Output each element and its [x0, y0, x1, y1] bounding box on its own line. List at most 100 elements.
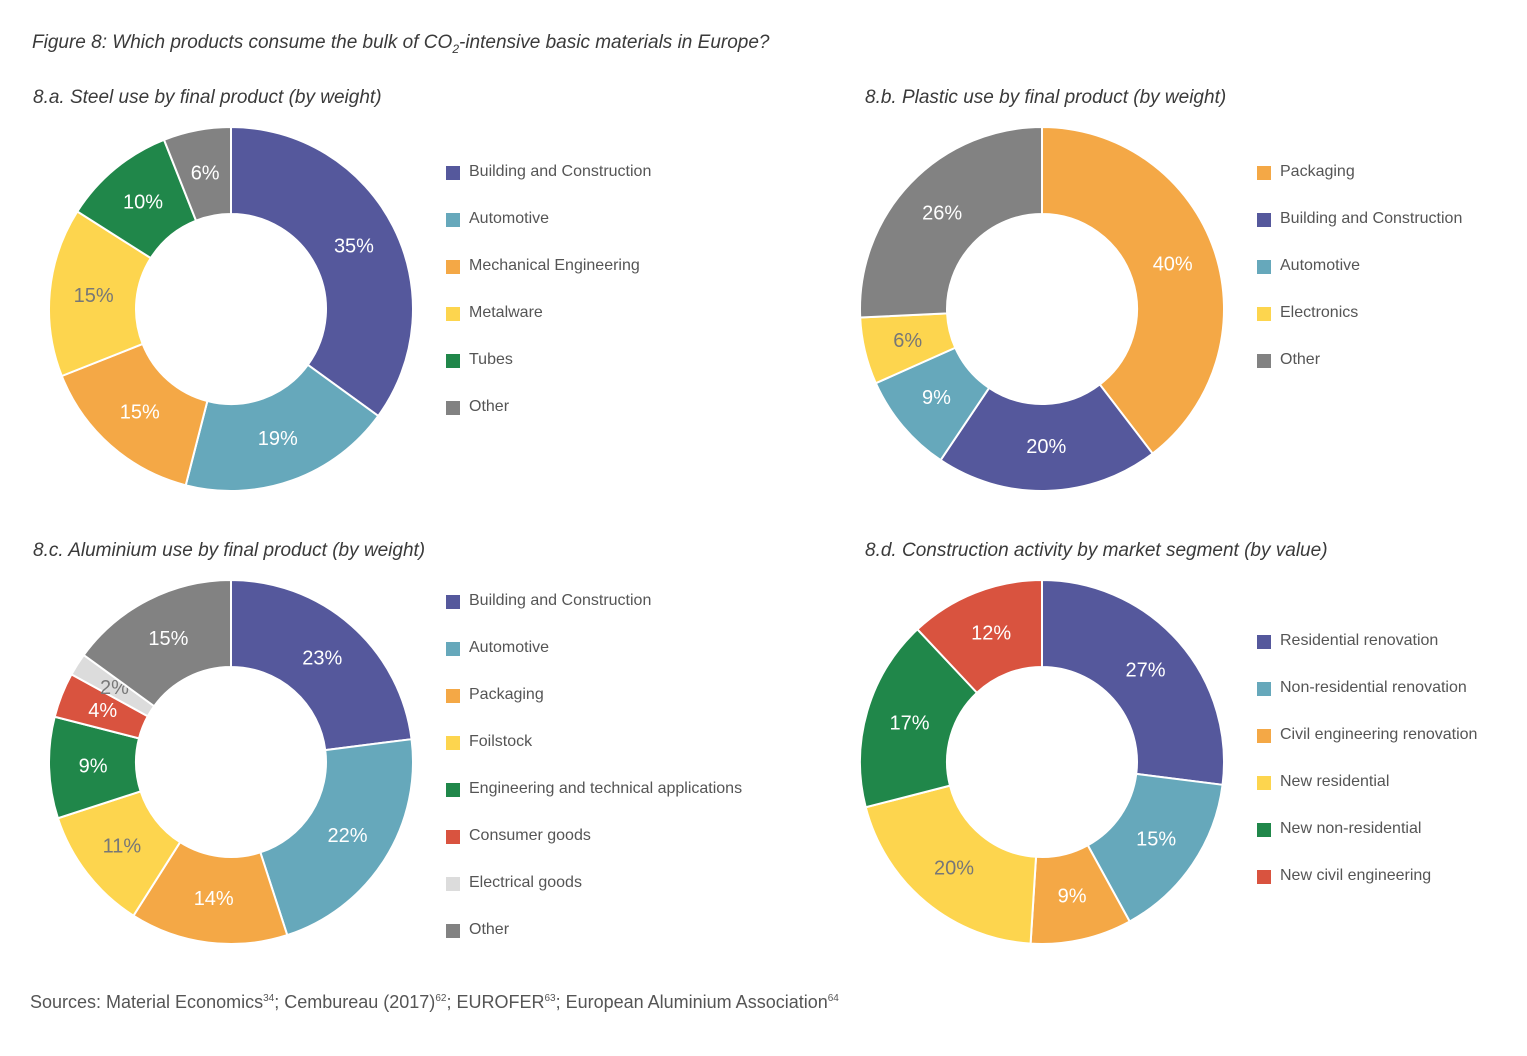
steel-value-label-mechanical-engineering: 15%	[120, 402, 160, 424]
legend-label: New civil engineering	[1280, 867, 1432, 884]
legend-label: Other	[469, 921, 510, 938]
construction-donut-chart: 27% 15% 9% 20% 17% 12%	[859, 578, 1225, 945]
steel-value-label-other: 6%	[191, 162, 220, 184]
source-ref-62: 62	[435, 993, 447, 1004]
legend-swatch	[1257, 354, 1271, 368]
legend-swatch	[446, 401, 460, 415]
construction-chart-title: 8.d. Construction activity by market seg…	[865, 540, 1328, 561]
steel-chart-title: 8.a. Steel use by final product (by weig…	[33, 87, 382, 108]
steel-value-label-building-and-construction: 35%	[334, 235, 374, 257]
plastic-chart-title: 8.b. Plastic use by final product (by we…	[865, 87, 1227, 108]
construction-slice-new-residential	[864, 784, 1038, 945]
legend-label: Automotive	[469, 639, 550, 656]
legend-label: Automotive	[469, 210, 550, 227]
legend-label: Electronics	[1280, 304, 1359, 321]
legend-swatch	[1257, 776, 1271, 790]
plastic-slice-packaging	[1041, 125, 1225, 455]
legend-swatch	[1257, 729, 1271, 743]
aluminium-slice-automotive	[259, 738, 414, 937]
plastic-value-label-automotive: 9%	[922, 387, 951, 409]
aluminium-value-label-consumer-goods: 4%	[88, 700, 117, 722]
legend-label: Building and Construction	[1280, 210, 1463, 227]
steel-donut-chart: 35% 19% 15% 15% 10% 6%	[48, 125, 414, 492]
plastic-value-label-electronics: 6%	[893, 330, 922, 352]
legend-label: Packaging	[1280, 163, 1355, 180]
source-cembureau: ; Cembureau (2017)	[274, 992, 436, 1012]
plastic-donut-chart: 40% 20% 9% 6% 26%	[859, 125, 1225, 492]
plastic-value-label-building-and-construction: 20%	[1026, 436, 1066, 458]
steel-slice-building-and-construction	[230, 125, 414, 418]
legend-swatch	[446, 354, 460, 368]
figure-title-subscript: 2	[452, 41, 459, 56]
aluminium-value-label-building-and-construction: 23%	[302, 647, 342, 669]
legend-swatch	[1257, 260, 1271, 274]
source-material-economics: Sources: Material Economics	[30, 992, 264, 1012]
aluminium-chart-panel: 8.c. Aluminium use by final product (by …	[33, 540, 773, 970]
steel-value-label-tubes: 10%	[123, 192, 163, 214]
source-ref-63: 63	[544, 993, 556, 1004]
construction-value-label-new-civil-engineering: 12%	[971, 623, 1011, 645]
legend-swatch	[446, 736, 460, 750]
legend-swatch	[446, 924, 460, 938]
legend-swatch	[1257, 635, 1271, 649]
construction-value-label-new-residential: 20%	[934, 857, 974, 879]
legend-swatch	[446, 307, 460, 321]
aluminium-value-label-other: 15%	[148, 628, 188, 650]
construction-slice-residential-renovation	[1041, 578, 1225, 786]
steel-slice-other	[162, 125, 232, 222]
aluminium-value-label-automotive: 22%	[328, 825, 368, 847]
legend-swatch	[446, 642, 460, 656]
steel-slice-automotive	[184, 363, 380, 492]
legend-label: Tubes	[469, 351, 513, 368]
legend-swatch	[446, 830, 460, 844]
legend-swatch	[1257, 166, 1271, 180]
source-european-aluminium-association: ; European Aluminium Association	[555, 992, 828, 1012]
source-ref-34: 34	[263, 993, 275, 1004]
figure-title-suffix: -intensive basic materials in Europe?	[459, 32, 770, 53]
legend-swatch	[446, 783, 460, 797]
legend-label: Building and Construction	[469, 592, 652, 609]
legend-label: Non-residential renovation	[1280, 679, 1467, 696]
figure-title: Figure 8: Which products consume the bul…	[32, 32, 770, 56]
legend-label: Metalware	[469, 304, 543, 321]
legend-swatch	[446, 213, 460, 227]
source-eurofer: ; EUROFER	[446, 992, 545, 1012]
legend-label: Automotive	[1280, 257, 1361, 274]
steel-chart-panel: 8.a. Steel use by final product (by weig…	[33, 87, 773, 517]
legend-swatch	[1257, 823, 1271, 837]
construction-chart-panel: 8.d. Construction activity by market seg…	[844, 540, 1527, 970]
legend-label: New residential	[1280, 773, 1390, 790]
legend-swatch	[446, 689, 460, 703]
steel-value-label-metalware: 15%	[74, 285, 114, 307]
legend-label: Engineering and technical applications	[469, 780, 743, 797]
construction-value-label-residential-renovation: 27%	[1125, 660, 1165, 682]
legend-label: Foilstock	[469, 733, 533, 750]
legend-label: Building and Construction	[469, 163, 652, 180]
plastic-value-label-packaging: 40%	[1153, 254, 1193, 276]
aluminium-value-label-packaging: 14%	[194, 888, 234, 910]
legend-label: Other	[469, 398, 510, 415]
legend-label: Packaging	[469, 686, 544, 703]
legend-label: Civil engineering renovation	[1280, 726, 1478, 743]
construction-value-label-civil-engineering-renovation: 9%	[1058, 886, 1087, 908]
construction-value-label-non-residential-renovation: 15%	[1136, 829, 1176, 851]
legend-swatch	[1257, 213, 1271, 227]
legend-label: New non-residential	[1280, 820, 1422, 837]
aluminium-chart-title: 8.c. Aluminium use by final product (by …	[33, 540, 426, 561]
sources-footnote: Sources: Material Economics34; Cembureau…	[30, 992, 839, 1013]
steel-value-label-automotive: 19%	[258, 428, 298, 450]
aluminium-slice-other	[82, 578, 232, 708]
plastic-value-label-other: 26%	[922, 203, 962, 225]
legend-swatch	[446, 260, 460, 274]
legend-label: Mechanical Engineering	[469, 257, 640, 274]
legend-swatch	[446, 877, 460, 891]
source-ref-64: 64	[827, 993, 839, 1004]
legend-swatch	[1257, 870, 1271, 884]
legend-swatch	[1257, 682, 1271, 696]
legend-label: Consumer goods	[469, 827, 591, 844]
plastic-chart-panel: 8.b. Plastic use by final product (by we…	[844, 87, 1527, 517]
plastic-slice-other	[859, 125, 1043, 319]
aluminium-donut-chart: 23%22%14%11%9%4%2%15%	[48, 578, 414, 945]
construction-slice-new-civil-engineering	[915, 578, 1043, 695]
construction-value-label-new-non-residential: 17%	[889, 712, 929, 734]
